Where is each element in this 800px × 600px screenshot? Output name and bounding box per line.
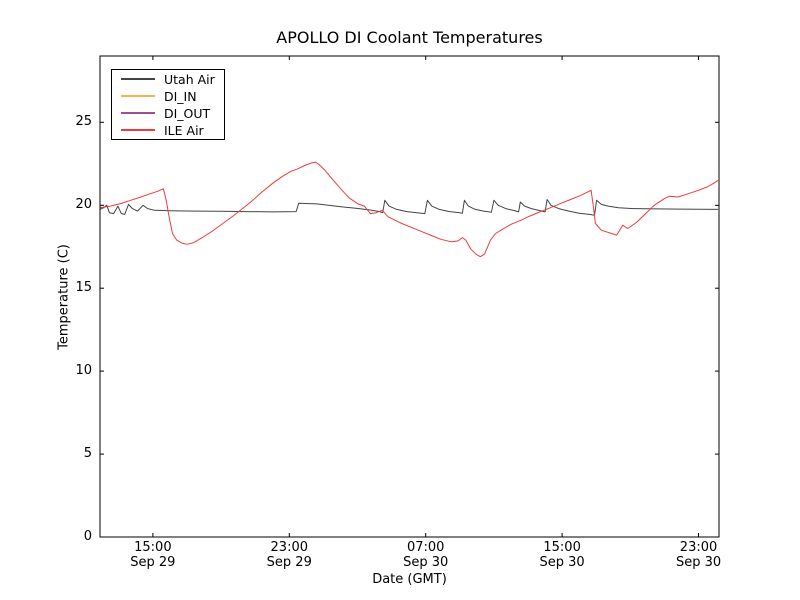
y-tick-label: 25	[75, 114, 92, 130]
di-out-line-swatch	[121, 112, 155, 114]
legend-item-di-out: DI_OUT	[112, 106, 224, 121]
x-tick-label: 07:00 Sep 30	[403, 540, 449, 570]
legend-item-di-in: DI_IN	[112, 89, 224, 104]
legend-item-ile-air: ILE Air	[112, 123, 224, 138]
y-tick-label: 10	[75, 363, 92, 379]
y-tick-label: 0	[83, 529, 92, 544]
y-tick-label: 20	[75, 197, 92, 213]
y-axis-label: Temperature (C)	[56, 244, 72, 350]
chart-title: APOLLO DI Coolant Temperatures	[276, 28, 543, 47]
series-line-ile-air	[99, 161, 719, 258]
x-axis-label: Date (GMT)	[372, 572, 447, 587]
ile-air-line-swatch	[121, 129, 155, 131]
x-tick-label: 23:00 Sep 30	[675, 540, 722, 570]
x-tick-label: 23:00 Sep 29	[266, 540, 312, 570]
legend: Utah Air DI_IN DI_OUT ILE Air	[111, 69, 225, 140]
axes-frame	[99, 55, 720, 538]
x-tick-label: 15:00 Sep 29	[130, 540, 176, 570]
legend-label: DI_IN	[164, 88, 197, 104]
x-tick-label: 15:00 Sep 30	[539, 540, 585, 570]
di-in-line-swatch	[121, 95, 155, 97]
legend-label: Utah Air	[164, 71, 215, 87]
y-tick-label: 15	[75, 280, 92, 296]
legend-label: DI_OUT	[164, 105, 211, 121]
legend-item-utah-air: Utah Air	[112, 72, 224, 87]
y-tick-label: 5	[83, 446, 92, 462]
legend-label: ILE Air	[164, 122, 204, 138]
utah-air-line-swatch	[121, 78, 155, 80]
series-line-utah-air	[99, 199, 719, 216]
